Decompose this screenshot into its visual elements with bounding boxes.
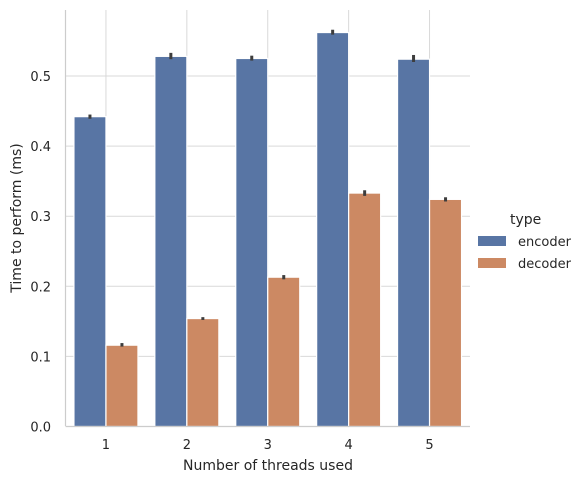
bar-decoder-2 (186, 317, 220, 428)
legend-swatch-decoder (478, 258, 506, 268)
y-tick-label: 0.2 (30, 280, 51, 295)
x-axis-label: Number of threads used (183, 458, 353, 474)
y-tick-label: 0.4 (30, 140, 51, 155)
y-axis-label: Time to perform (ms) (9, 143, 25, 293)
y-tick-label: 0.0 (30, 421, 51, 436)
legend-title: type (510, 212, 541, 228)
bar-decoder-4 (348, 192, 382, 428)
bar-encoder-2 (154, 55, 188, 428)
error-bars (88, 29, 448, 347)
x-tick-labels: 1 2 3 4 5 (102, 438, 434, 453)
x-tick-label: 1 (102, 438, 110, 453)
bar-encoder-5 (396, 58, 431, 428)
x-tick-label: 5 (425, 438, 433, 453)
bar-encoder-3 (235, 57, 269, 428)
legend-label-decoder: decoder (518, 257, 572, 272)
bar-decoder-1 (105, 344, 139, 428)
bar-encoder-1 (73, 116, 107, 428)
bar-decoder-5 (428, 198, 463, 428)
bar-encoder-4 (316, 31, 350, 428)
legend-swatch-encoder (478, 236, 506, 246)
y-tick-labels: 0.0 0.1 0.2 0.3 0.4 0.5 (30, 70, 51, 436)
x-tick-label: 2 (183, 438, 191, 453)
x-tick-label: 4 (345, 438, 353, 453)
bar-decoder-3 (267, 276, 301, 428)
y-tick-label: 0.1 (30, 350, 51, 365)
bars (73, 31, 463, 428)
legend-label-encoder: encoder (518, 235, 572, 250)
y-tick-label: 0.3 (30, 210, 51, 225)
y-tick-label: 0.5 (30, 70, 51, 85)
x-tick-label: 3 (264, 438, 272, 453)
legend: type encoder decoder (478, 212, 572, 272)
